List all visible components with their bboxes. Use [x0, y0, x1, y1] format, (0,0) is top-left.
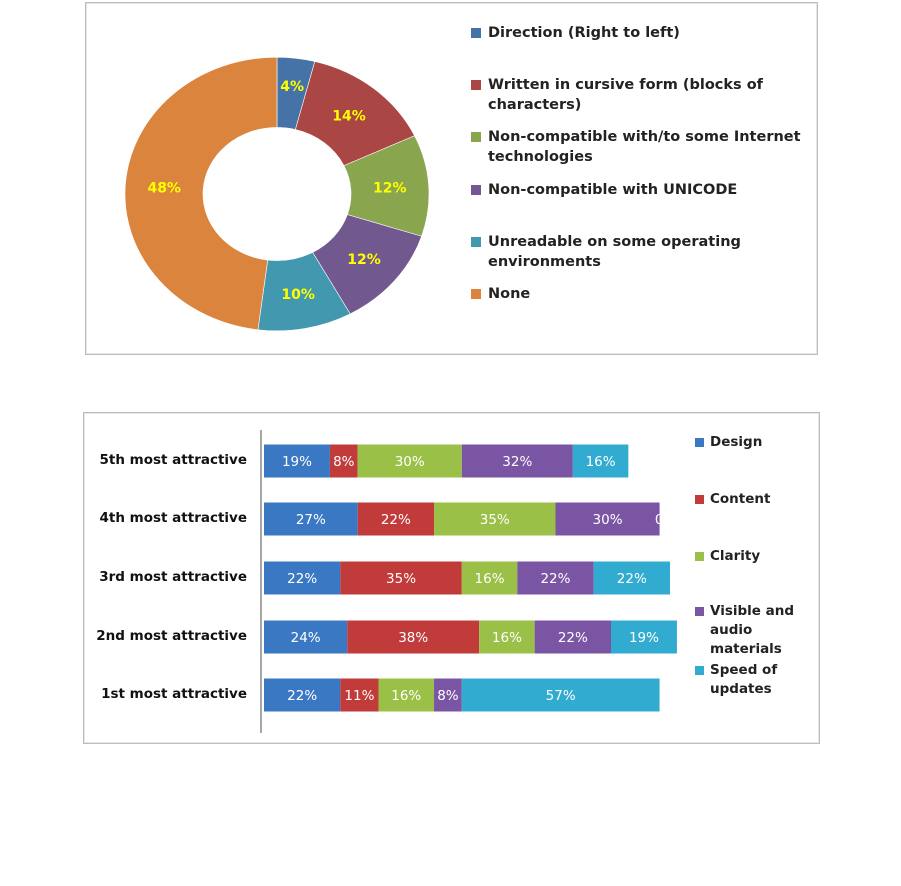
legend-swatch: [695, 666, 704, 675]
bar-label: 11%: [344, 688, 374, 704]
legend-swatch: [471, 289, 481, 299]
donut-slice: [124, 56, 278, 331]
bar-segment: [340, 561, 462, 595]
bar-label: 24%: [291, 630, 321, 646]
slice-label: 4%: [280, 79, 304, 95]
bar-label: 0%: [655, 512, 677, 528]
bar-segment: [434, 502, 556, 536]
legend-label: Visible and audio materials: [710, 603, 795, 657]
legend-swatch: [471, 80, 481, 90]
bar-label: 8%: [333, 454, 355, 470]
bar-segment: [264, 620, 348, 654]
bar-segment: [264, 561, 341, 595]
legend-label: Direction (Right to left): [488, 25, 680, 41]
legend-item: None: [471, 284, 808, 304]
bar-label: 57%: [546, 688, 576, 704]
legend-item: Unreadable on some operating environment…: [471, 232, 808, 272]
bar-label: 16%: [586, 454, 616, 470]
bar-label: 35%: [386, 571, 416, 587]
category-label: 5th most attractive: [99, 452, 247, 468]
bar-label: 32%: [502, 454, 532, 470]
bar-segment: [329, 444, 358, 478]
bar-label: 22%: [540, 571, 570, 587]
bar-segment: [264, 502, 358, 536]
legend-swatch: [471, 28, 481, 38]
category-label: 1st most attractive: [101, 686, 247, 702]
bar-label: 16%: [492, 630, 522, 646]
legend-label: Content: [710, 491, 771, 507]
legend-item: Non-compatible with UNICODE: [471, 180, 808, 200]
bar-label: 16%: [475, 571, 505, 587]
legend-item: Non-compatible with/to some Internet tec…: [471, 127, 808, 167]
bar-label: 27%: [296, 512, 326, 528]
bar-segment: [611, 620, 677, 654]
bar-segment: [572, 444, 629, 478]
legend-label: Unreadable on some operating environment…: [488, 234, 741, 270]
bar-segment: [479, 620, 535, 654]
bar-segment: [357, 444, 462, 478]
bar-segment: [264, 444, 330, 478]
bar-label: 30%: [593, 512, 623, 528]
legend-label: Design: [710, 434, 763, 450]
category-label: 2nd most attractive: [96, 628, 247, 644]
bar-segment: [434, 678, 462, 712]
legend-swatch: [471, 132, 481, 142]
legend-label: Non-compatible with UNICODE: [488, 182, 738, 198]
bar-label: 22%: [287, 688, 317, 704]
legend-item: Design: [695, 433, 810, 452]
bar-segment: [461, 444, 573, 478]
bar-segment: [378, 678, 435, 712]
legend-item: Content: [695, 490, 810, 509]
bar-label: 22%: [381, 512, 411, 528]
legend-label: Written in cursive form (blocks of chara…: [488, 77, 763, 113]
legend-label: Non-compatible with/to some Internet tec…: [488, 129, 801, 165]
bar-label: 22%: [558, 630, 588, 646]
bar-segment: [461, 678, 660, 712]
legend-swatch: [695, 438, 704, 447]
bar-label: 8%: [437, 688, 459, 704]
bar-segment: [461, 561, 518, 595]
category-label: 3rd most attractive: [99, 569, 247, 585]
bar-segment: [340, 678, 379, 712]
slice-label: 12%: [373, 181, 407, 197]
legend-item: Clarity: [695, 547, 810, 566]
legend-swatch: [695, 495, 704, 504]
legend-item: Speed of updates: [695, 661, 810, 699]
donut-chart: 4% 14% 12% 12% 10% 48%: [124, 56, 430, 332]
bar-label: 22%: [287, 571, 317, 587]
bar-label: 38%: [398, 630, 428, 646]
slice-label: 10%: [281, 287, 315, 303]
bar-chart-panel: 22% 11% 16% 8% 57% 24% 38% 16% 22% 19% 22% 35% 16% 22…: [83, 412, 820, 744]
legend-item: Direction (Right to left): [471, 23, 808, 43]
stacked-bar-chart: 22% 11% 16% 8% 57% 24% 38% 16% 22% 19% 22% 35% 16% 22…: [260, 430, 677, 733]
bar-segment: [347, 620, 480, 654]
legend-swatch: [695, 552, 704, 561]
legend-swatch: [471, 237, 481, 247]
legend-label: Speed of updates: [710, 662, 778, 697]
bar-label: 19%: [629, 630, 659, 646]
bar-segment: [357, 502, 435, 536]
bar-segment: [534, 620, 611, 654]
slice-label: 12%: [347, 252, 381, 268]
slice-label: 48%: [147, 181, 181, 197]
legend-swatch: [471, 185, 481, 195]
bar-segment: [517, 561, 594, 595]
slice-label: 14%: [332, 109, 366, 125]
legend-label: Clarity: [710, 548, 761, 564]
bar-segment: [264, 678, 341, 712]
legend-swatch: [695, 607, 704, 616]
donut-chart-panel: 4% 14% 12% 12% 10% 48% Direction (Right to le…: [85, 2, 818, 355]
legend-label: None: [488, 286, 531, 302]
bar-label: 30%: [395, 454, 425, 470]
legend-item: Written in cursive form (blocks of chara…: [471, 75, 808, 115]
bar-label: 22%: [617, 571, 647, 587]
bar-label: 19%: [282, 454, 312, 470]
category-label: 4th most attractive: [99, 510, 247, 526]
bar-segment: [555, 502, 660, 536]
bar-label: 35%: [480, 512, 510, 528]
legend-item: Visible and audio materials: [695, 602, 810, 659]
bar-segment: [593, 561, 670, 595]
bar-label: 16%: [391, 688, 421, 704]
